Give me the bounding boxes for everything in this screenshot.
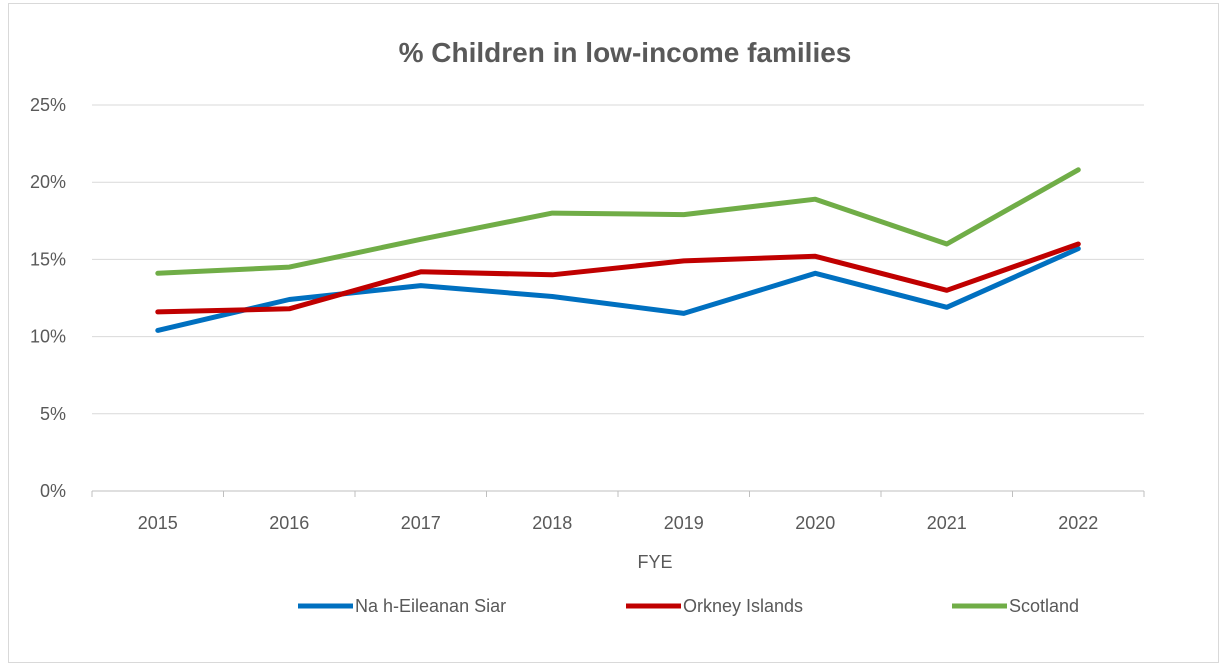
x-axis-tick-labels: 2015 2016 2017 2018 2019 2020 2021 2022 <box>138 513 1099 533</box>
legend-label: Scotland <box>1009 596 1079 616</box>
y-axis-tick-labels: 0% 5% 10% 15% 20% 25% <box>30 95 66 501</box>
y-tick-label: 20% <box>30 172 66 192</box>
series-lines <box>155 167 1081 333</box>
chart-frame <box>8 3 1219 663</box>
x-tick-label: 2016 <box>269 513 309 533</box>
x-tick-label: 2018 <box>532 513 572 533</box>
y-tick-label: 25% <box>30 95 66 115</box>
y-tick-label: 5% <box>40 404 66 424</box>
y-tick-label: 0% <box>40 481 66 501</box>
legend-label: Orkney Islands <box>683 596 803 616</box>
x-axis-label: FYE <box>637 552 672 572</box>
x-tick-label: 2020 <box>795 513 835 533</box>
legend-label: Na h-Eileanan Siar <box>355 596 506 616</box>
x-axis <box>91 490 1145 497</box>
series-line <box>155 241 1081 315</box>
x-tick-label: 2019 <box>664 513 704 533</box>
gridlines <box>92 104 1144 415</box>
y-tick-label: 15% <box>30 249 66 269</box>
x-tick-label: 2015 <box>138 513 178 533</box>
x-tick-label: 2017 <box>401 513 441 533</box>
legend: Na h-Eileanan Siar Orkney Islands Scotland <box>298 596 1079 616</box>
series-line <box>155 167 1081 276</box>
series-line <box>155 246 1081 333</box>
x-tick-label: 2022 <box>1058 513 1098 533</box>
y-tick-label: 10% <box>30 327 66 347</box>
x-tick-label: 2021 <box>927 513 967 533</box>
chart-title: % Children in low-income families <box>399 37 852 68</box>
